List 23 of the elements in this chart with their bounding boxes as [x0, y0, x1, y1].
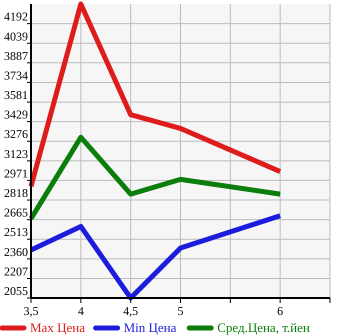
y-tick-label: 2055 — [4, 284, 28, 298]
x-tick-label: 4,5 — [123, 304, 138, 318]
y-tick-label: 2971 — [4, 166, 28, 180]
y-tick-label: 3581 — [4, 88, 28, 102]
legend-label: Min Цена — [124, 320, 177, 335]
y-tick-label: 4039 — [4, 29, 28, 44]
y-tick-label: 2513 — [4, 225, 28, 240]
y-tick-label: 2665 — [4, 206, 28, 220]
y-tick-label: 3429 — [4, 108, 28, 122]
y-tick-label: 2360 — [4, 244, 28, 259]
y-tick-label: 3734 — [4, 68, 28, 82]
y-tick-label: 3123 — [4, 146, 28, 161]
legend-label: Max Цена — [30, 320, 86, 335]
legend-label: Сред.Цена, т.йен — [217, 320, 310, 335]
x-tick-label: 6 — [277, 304, 284, 318]
x-tick-label: 5 — [178, 304, 184, 318]
x-tick-label: 3,5 — [24, 304, 38, 318]
y-tick-label: 3887 — [4, 48, 28, 63]
y-tick-label: 2818 — [4, 186, 28, 200]
y-tick-label: 4192 — [4, 10, 28, 24]
y-tick-label: 2207 — [4, 264, 28, 278]
y-tick-label: 3276 — [4, 127, 28, 142]
x-tick-label: 4 — [78, 304, 84, 318]
